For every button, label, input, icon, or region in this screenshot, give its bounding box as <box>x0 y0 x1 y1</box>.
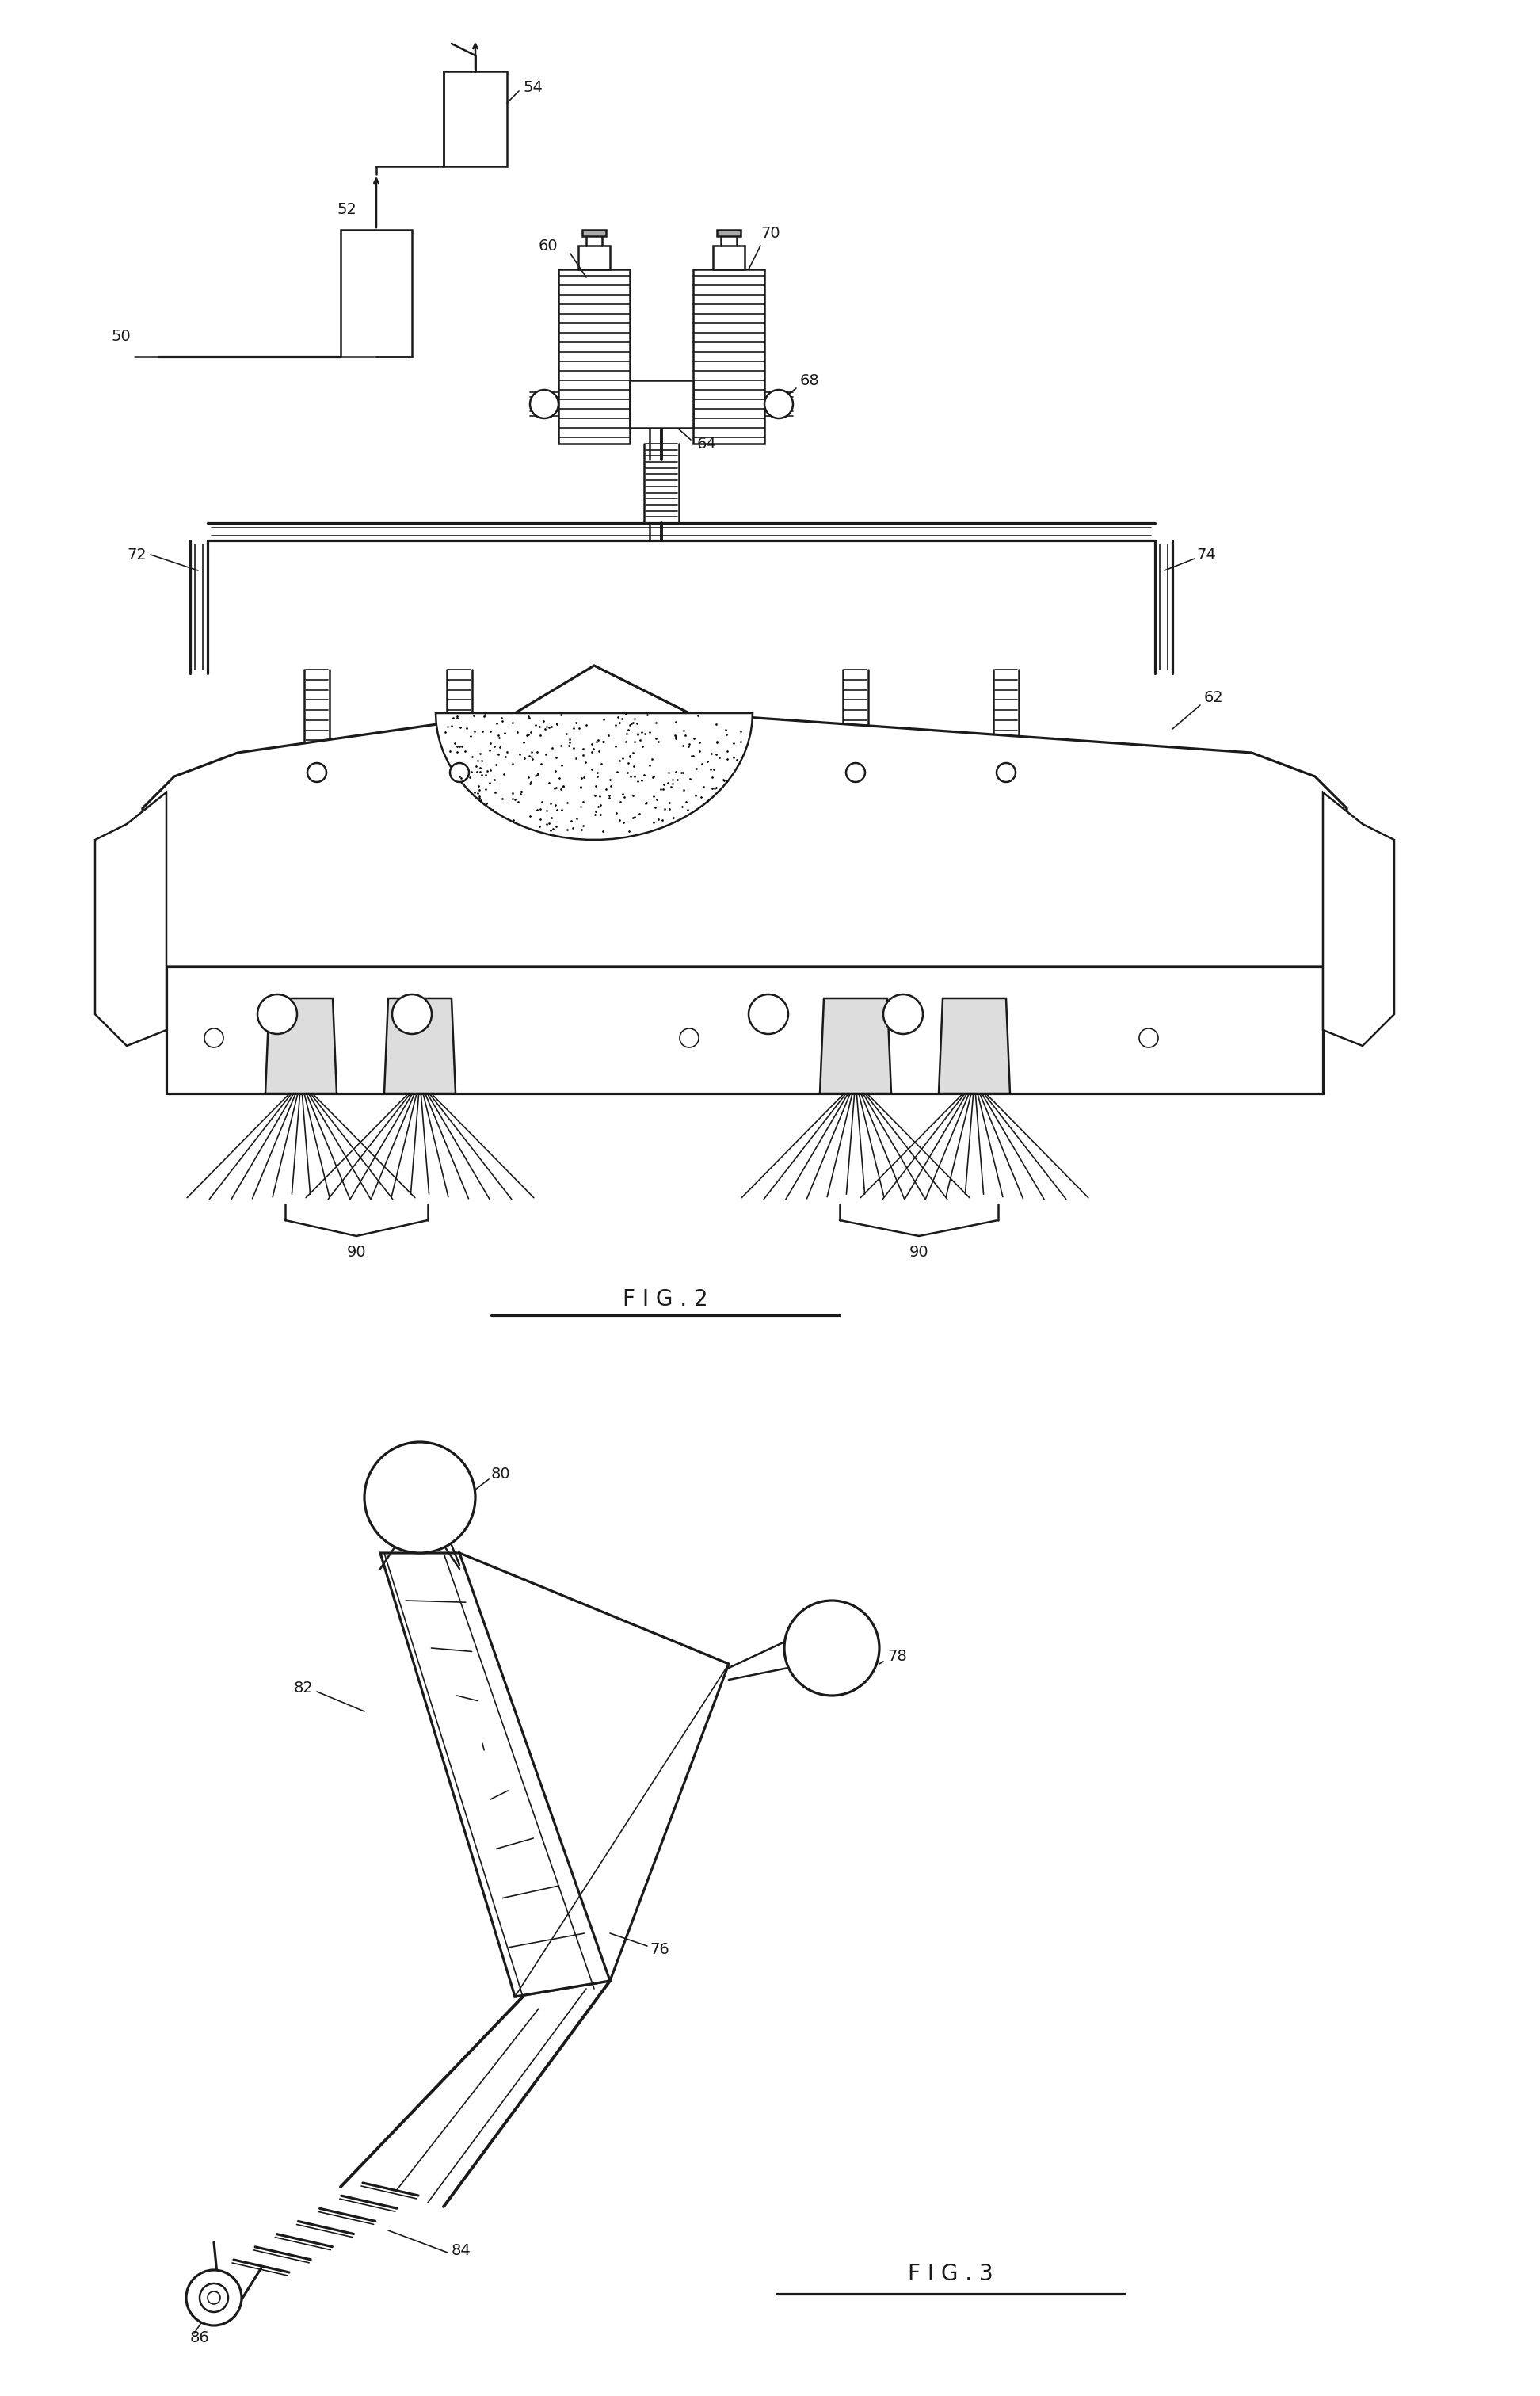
Text: 76: 76 <box>650 1941 670 1958</box>
Text: 54: 54 <box>524 79 542 96</box>
Circle shape <box>1140 1028 1158 1047</box>
Text: 72: 72 <box>126 546 146 563</box>
Circle shape <box>748 994 788 1035</box>
Bar <box>582 230 607 237</box>
Bar <box>693 268 764 443</box>
Polygon shape <box>459 1553 728 1996</box>
Circle shape <box>205 1028 223 1047</box>
Polygon shape <box>143 666 1346 966</box>
Circle shape <box>365 1442 476 1553</box>
Polygon shape <box>1323 793 1394 1047</box>
Circle shape <box>996 762 1015 781</box>
Circle shape <box>845 762 865 781</box>
Bar <box>559 268 630 443</box>
Circle shape <box>186 2269 242 2327</box>
Circle shape <box>784 1601 879 1696</box>
Bar <box>718 230 741 237</box>
Polygon shape <box>380 1553 610 1996</box>
Circle shape <box>208 2291 220 2305</box>
Text: 84: 84 <box>451 2243 471 2257</box>
Polygon shape <box>939 999 1010 1093</box>
Circle shape <box>200 2283 228 2312</box>
Polygon shape <box>383 999 456 1093</box>
Text: 90: 90 <box>346 1244 367 1260</box>
Circle shape <box>308 762 326 781</box>
Circle shape <box>530 391 559 419</box>
Bar <box>630 381 693 429</box>
Text: 62: 62 <box>1204 690 1224 704</box>
Bar <box>579 247 610 268</box>
Text: 50: 50 <box>111 328 131 345</box>
Text: 64: 64 <box>698 436 716 450</box>
Circle shape <box>679 1028 699 1047</box>
Bar <box>444 72 507 165</box>
Text: 52: 52 <box>337 201 356 218</box>
Circle shape <box>764 391 793 419</box>
Text: F I G . 3: F I G . 3 <box>909 2262 993 2286</box>
Circle shape <box>884 994 922 1035</box>
Text: 70: 70 <box>761 225 779 242</box>
Bar <box>713 247 745 268</box>
Text: 80: 80 <box>491 1466 511 1481</box>
Polygon shape <box>819 999 892 1093</box>
Polygon shape <box>436 714 753 839</box>
Text: F I G . 2: F I G . 2 <box>622 1289 708 1311</box>
Text: 82: 82 <box>293 1680 313 1696</box>
Bar <box>340 230 411 357</box>
Bar <box>166 966 1323 1093</box>
Text: 78: 78 <box>887 1648 907 1663</box>
Text: 60: 60 <box>539 237 557 254</box>
Polygon shape <box>95 793 166 1047</box>
Circle shape <box>257 994 297 1035</box>
Text: 68: 68 <box>801 374 819 388</box>
Text: 74: 74 <box>1197 546 1215 563</box>
Text: 90: 90 <box>909 1244 929 1260</box>
Text: 86: 86 <box>189 2329 209 2346</box>
Polygon shape <box>265 999 337 1093</box>
Circle shape <box>393 994 431 1035</box>
Circle shape <box>450 762 470 781</box>
